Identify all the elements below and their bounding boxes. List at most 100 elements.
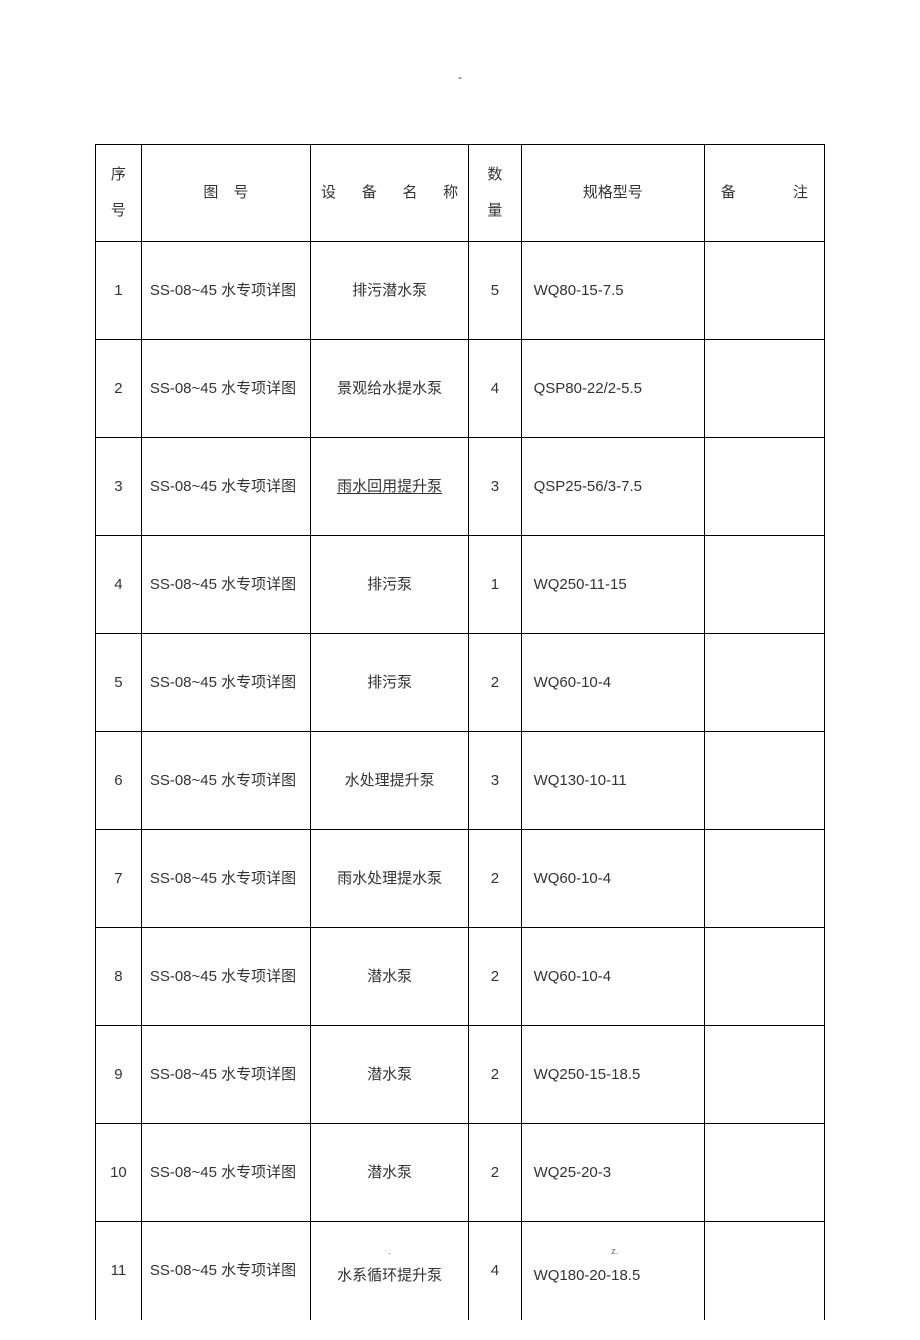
cell-name-text: 潜水泵: [367, 968, 412, 985]
cell-note: [704, 830, 824, 928]
cell-qty: 4: [469, 340, 521, 438]
cell-seq: 1: [96, 242, 142, 340]
cell-drawing: SS-08~45 水专项详图: [141, 438, 310, 536]
cell-drawing: SS-08~45 水专项详图: [141, 536, 310, 634]
cell-name: 潜水泵: [310, 1124, 468, 1222]
cell-seq: 8: [96, 928, 142, 1026]
cell-seq: 10: [96, 1124, 142, 1222]
cell-seq: 5: [96, 634, 142, 732]
cell-drawing: SS-08~45 水专项详图: [141, 340, 310, 438]
cell-name: . 水系循环提升泵: [310, 1222, 468, 1320]
table-row: 2SS-08~45 水专项详图 景观给水提水泵 4 QSP80-22/2-5.5: [96, 340, 825, 438]
cell-note: [704, 732, 824, 830]
cell-name-text: 雨水回用提升泵: [337, 478, 442, 495]
cell-name: 雨水回用提升泵: [310, 438, 468, 536]
cell-seq: 6: [96, 732, 142, 830]
cell-spec-text: WQ180-20-18.5: [534, 1267, 641, 1284]
cell-qty: 2: [469, 1026, 521, 1124]
cell-drawing: SS-08~45 水专项详图: [141, 1026, 310, 1124]
cell-spec: WQ60-10-4: [521, 634, 704, 732]
cell-spec-text: QSP25-56/3-7.5: [534, 478, 642, 495]
cell-name: 潜水泵: [310, 928, 468, 1026]
table-row: 11SS-08~45 水专项详图. 水系循环提升泵 4 z. WQ180-20-18.5: [96, 1222, 825, 1320]
cell-name: 排污泵: [310, 536, 468, 634]
table-row: 10SS-08~45 水专项详图 潜水泵 2 WQ25-20-3: [96, 1124, 825, 1222]
cell-name: 景观给水提水泵: [310, 340, 468, 438]
cell-note: [704, 242, 824, 340]
cell-drawing: SS-08~45 水专项详图: [141, 830, 310, 928]
cell-qty: 4: [469, 1222, 521, 1320]
table-body: 1SS-08~45 水专项详图排污潜水泵5WQ80-15-7.52SS-08~4…: [96, 242, 825, 1320]
cell-drawing: SS-08~45 水专项详图: [141, 1124, 310, 1222]
cell-note: [704, 634, 824, 732]
cell-name: 水处理提升泵: [310, 732, 468, 830]
cell-qty: 5: [469, 242, 521, 340]
cell-spec-text: WQ25-20-3: [534, 1164, 612, 1181]
cell-drawing: SS-08~45 水专项详图: [141, 732, 310, 830]
cell-name-text: 水处理提升泵: [345, 772, 435, 789]
cell-seq: 2: [96, 340, 142, 438]
header-spec: 规格型号: [521, 145, 704, 242]
cell-name-text: 潜水泵: [367, 1066, 412, 1083]
cell-note: [704, 1124, 824, 1222]
cell-spec-text: WQ250-15-18.5: [534, 1066, 641, 1083]
page-marker-top: -: [95, 70, 825, 84]
cell-drawing: SS-08~45 水专项详图: [141, 634, 310, 732]
table-header: 序号 图 号 设备名称 数量 规格型号 备注: [96, 145, 825, 242]
cell-spec-text: WQ60-10-4: [534, 968, 612, 985]
header-note: 备注: [704, 145, 824, 242]
cell-seq: 3: [96, 438, 142, 536]
cell-drawing: SS-08~45 水专项详图: [141, 242, 310, 340]
cell-spec: WQ130-10-11: [521, 732, 704, 830]
cell-name-prefix: .: [319, 1247, 460, 1256]
cell-name: 潜水泵: [310, 1026, 468, 1124]
cell-spec: QSP25-56/3-7.5: [521, 438, 704, 536]
cell-qty: 2: [469, 830, 521, 928]
table-row: 5SS-08~45 水专项详图排污泵2WQ60-10-4: [96, 634, 825, 732]
cell-drawing: SS-08~45 水专项详图: [141, 928, 310, 1026]
cell-name: 排污潜水泵: [310, 242, 468, 340]
cell-spec-text: QSP80-22/2-5.5: [534, 380, 642, 397]
cell-note: [704, 340, 824, 438]
table-row: 6SS-08~45 水专项详图 水处理提升泵 3 WQ130-10-11: [96, 732, 825, 830]
header-seq: 序号: [96, 145, 142, 242]
cell-spec: WQ60-10-4: [521, 928, 704, 1026]
cell-qty: 3: [469, 732, 521, 830]
cell-qty: 3: [469, 438, 521, 536]
cell-name-text: 排污泵: [367, 674, 412, 691]
cell-name-text: 潜水泵: [367, 1164, 412, 1181]
cell-note: [704, 536, 824, 634]
header-name: 设备名称: [310, 145, 468, 242]
cell-name-text: 排污潜水泵: [352, 282, 427, 299]
cell-spec: z. WQ180-20-18.5: [521, 1222, 704, 1320]
cell-spec-text: WQ60-10-4: [534, 870, 612, 887]
cell-spec: WQ250-11-15: [521, 536, 704, 634]
header-qty: 数量: [469, 145, 521, 242]
cell-spec-text: WQ60-10-4: [534, 674, 612, 691]
cell-spec-text: WQ80-15-7.5: [534, 282, 624, 299]
equipment-table: 序号 图 号 设备名称 数量 规格型号 备注 1SS-08~45 水专项详图排污…: [95, 144, 825, 1320]
cell-seq: 11: [96, 1222, 142, 1320]
cell-qty: 2: [469, 1124, 521, 1222]
table-row: 8SS-08~45 水专项详图 潜水泵 2 WQ60-10-4: [96, 928, 825, 1026]
header-drawing: 图 号: [141, 145, 310, 242]
cell-spec: WQ80-15-7.5: [521, 242, 704, 340]
cell-note: [704, 438, 824, 536]
cell-spec: WQ250-15-18.5: [521, 1026, 704, 1124]
cell-spec-text: WQ130-10-11: [534, 772, 627, 789]
table-row: 1SS-08~45 水专项详图 排污潜水泵 5 WQ80-15-7.5: [96, 242, 825, 340]
cell-drawing: SS-08~45 水专项详图: [141, 1222, 310, 1320]
cell-spec-prefix: z.: [534, 1247, 696, 1256]
cell-note: [704, 1026, 824, 1124]
cell-note: [704, 1222, 824, 1320]
cell-spec: WQ60-10-4: [521, 830, 704, 928]
cell-name-text: 景观给水提水泵: [337, 380, 442, 397]
cell-note: [704, 928, 824, 1026]
cell-spec: QSP80-22/2-5.5: [521, 340, 704, 438]
cell-spec: WQ25-20-3: [521, 1124, 704, 1222]
cell-name-text: 水系循环提升泵: [337, 1267, 442, 1284]
cell-name: 排污泵: [310, 634, 468, 732]
cell-qty: 2: [469, 928, 521, 1026]
cell-spec-text: WQ250-11-15: [534, 576, 627, 593]
cell-seq: 7: [96, 830, 142, 928]
